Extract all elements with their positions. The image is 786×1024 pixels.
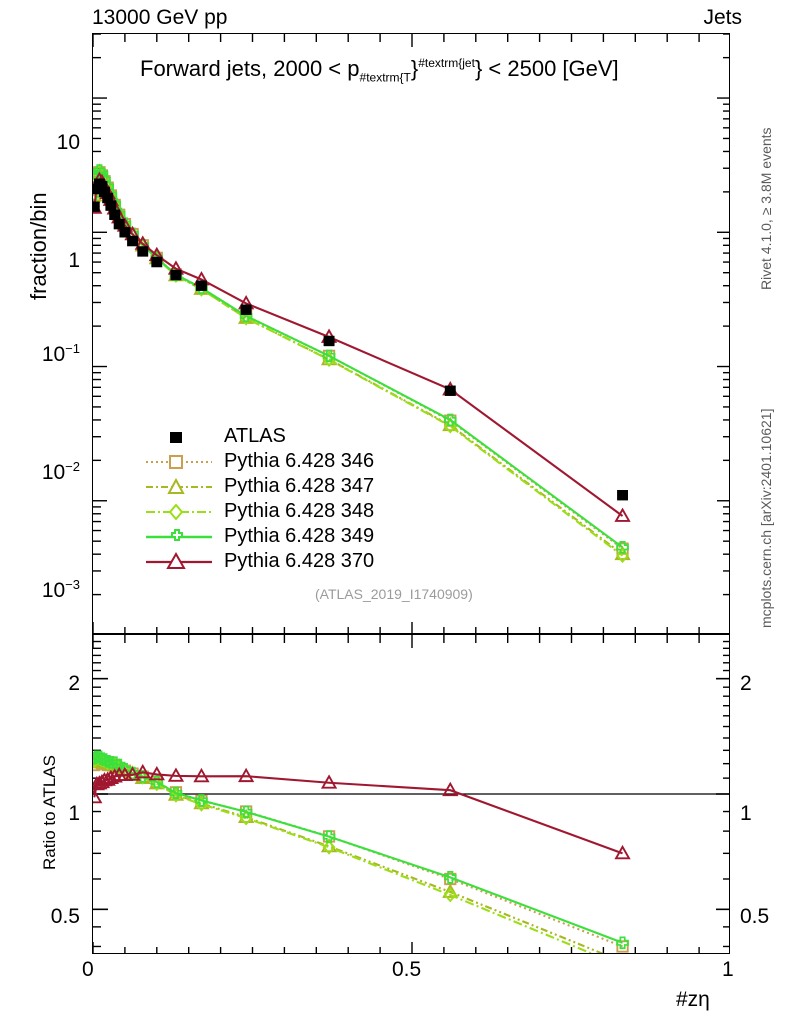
legend: ATLAS Pythia 6.428 346 Pythia 6.428 347 [146,424,374,574]
beam-energy-label: 13000 GeV pp [92,6,228,29]
xtick-05: 0.5 [392,958,422,981]
legend-label: Pythia 6.428 349 [224,525,375,547]
ratio-ytick-05-right: 0.5 [740,905,770,928]
ratio-plot-area [92,634,730,954]
xtick-1: 1 [722,958,734,981]
mcplots-source-label: mcplots.cern.ch [arXiv:2401.10621] [758,408,774,628]
ratio-ytick-1-left: 1 [68,802,80,825]
main-y-axis-label: fraction/bin [26,192,51,300]
analysis-id-watermark: (ATLAS_2019_I1740909) [315,586,473,602]
legend-entry-pythia-370[interactable]: Pythia 6.428 370 [146,549,374,574]
legend-entry-pythia-348[interactable]: Pythia 6.428 348 [146,499,374,524]
main-ytick-1: 1 [68,249,80,272]
legend-marker-diamond-open-icon [146,499,212,524]
legend-marker-triangle-open-icon [146,474,212,499]
x-axis-label: #zη [676,988,710,1011]
main-ytick-1e-3: 10−3 [41,577,80,602]
plot-title: Forward jets, 2000 < p#textrm{T}#textrm{… [140,56,619,85]
legend-marker-cross-open-icon [146,524,212,549]
legend-marker-square-filled-icon [146,424,212,449]
legend-entry-pythia-346[interactable]: Pythia 6.428 346 [146,449,374,474]
ratio-ytick-05-left: 0.5 [50,905,80,928]
legend-marker-triangle-open-red-icon [146,549,212,574]
xtick-0: 0 [82,958,94,981]
main-plot-area [92,33,730,634]
legend-entry-atlas[interactable]: ATLAS [146,424,374,449]
main-plot-canvas [93,34,729,633]
ratio-ytick-2-left: 2 [68,672,80,695]
main-ytick-1e-1: 10−1 [41,341,80,366]
analysis-category-label: Jets [703,6,742,29]
legend-marker-square-open-icon [146,449,212,474]
ratio-ytick-1-right: 1 [740,802,752,825]
legend-entry-pythia-349[interactable]: Pythia 6.428 349 [146,524,374,549]
legend-label: Pythia 6.428 370 [224,550,375,572]
legend-label: Pythia 6.428 346 [224,450,375,472]
legend-label: Pythia 6.428 348 [224,500,375,522]
legend-entry-pythia-347[interactable]: Pythia 6.428 347 [146,474,374,499]
legend-label: ATLAS [224,425,286,447]
rivet-version-label: Rivet 4.1.0, ≥ 3.8M events [758,127,774,290]
main-ytick-1e-2: 10−2 [41,459,80,484]
ratio-ytick-2-right: 2 [740,672,752,695]
ratio-plot-canvas [93,635,729,953]
main-ytick-10: 10 [56,131,80,154]
legend-label: Pythia 6.428 347 [224,475,375,497]
